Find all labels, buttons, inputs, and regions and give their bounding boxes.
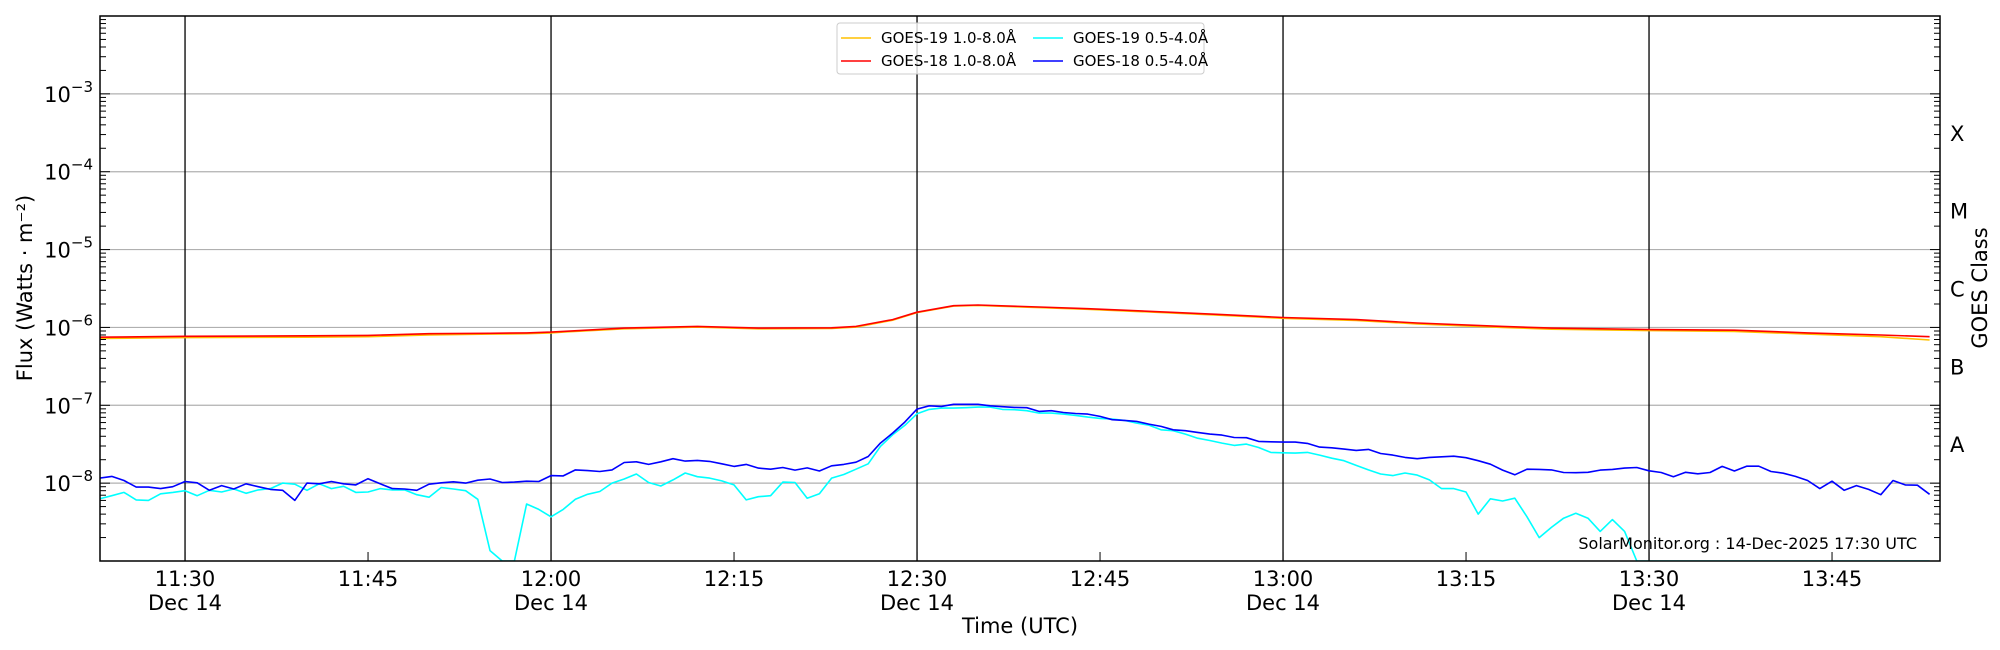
ticks-layer — [100, 19, 1940, 562]
y-tick-base: 10 — [44, 316, 71, 340]
goes-class-label: M — [1950, 200, 1968, 224]
y-tick-exponent: −8 — [71, 467, 93, 485]
x-tick-label: 13:30 — [1619, 567, 1680, 591]
x-tick-date-label: Dec 14 — [880, 591, 954, 615]
x-tick-date-label: Dec 14 — [1246, 591, 1320, 615]
y-tick-label: 10−6 — [44, 311, 93, 340]
x-tick-label: 13:45 — [1802, 567, 1863, 591]
goes-class-label: X — [1950, 122, 1964, 146]
goes-class-label: A — [1950, 433, 1965, 457]
x-tick-label: 13:00 — [1253, 567, 1314, 591]
goes-class-label: C — [1950, 278, 1965, 302]
y-axis-label: Flux (Watts · m⁻²) — [13, 195, 37, 381]
y-tick-base: 10 — [44, 83, 71, 107]
watermark-annotation: SolarMonitor.org : 14-Dec-2025 17:30 UTC — [1578, 534, 1917, 553]
series-line-goes-18-1-0-8-0- — [100, 304, 1930, 338]
x-tick-date-label: Dec 14 — [148, 591, 222, 615]
legend-label: GOES-19 0.5-4.0Å — [1073, 28, 1209, 47]
plot-frame — [99, 15, 1941, 562]
y-tick-exponent: −5 — [71, 234, 93, 252]
y-tick-base: 10 — [44, 239, 71, 263]
series-line-goes-18-0-5-4-0- — [100, 403, 1931, 502]
goes-class-label: B — [1950, 355, 1964, 379]
grid-layer — [100, 93, 1940, 484]
legend: GOES-19 1.0-8.0Å GOES-18 1.0-8.0Å GOES-19 … — [836, 22, 1209, 75]
y-tick-base: 10 — [44, 472, 71, 496]
x-tick-label: 12:15 — [704, 567, 765, 591]
x-tick-label: 13:15 — [1436, 567, 1497, 591]
legend-label: GOES-18 0.5-4.0Å — [1073, 51, 1209, 70]
legend-label: GOES-18 1.0-8.0Å — [881, 51, 1017, 70]
y-tick-label: 10−4 — [44, 156, 93, 185]
y-tick-label: 10−3 — [44, 78, 93, 107]
legend-label: GOES-19 1.0-8.0Å — [881, 28, 1017, 47]
y-tick-label: 10−8 — [44, 467, 93, 496]
x-tick-label: 12:45 — [1070, 567, 1131, 591]
x-tick-label: 11:45 — [338, 567, 399, 591]
series-layer — [100, 304, 1931, 561]
x-tick-label: 11:30 — [155, 567, 216, 591]
y-tick-label: 10−7 — [44, 389, 93, 418]
y-tick-exponent: −7 — [71, 389, 93, 407]
y-tick-exponent: −3 — [71, 78, 93, 96]
y-tick-exponent: −6 — [71, 311, 93, 329]
y-tick-base: 10 — [44, 161, 71, 185]
x-tick-date-label: Dec 14 — [514, 591, 588, 615]
x-tick-label: 12:30 — [887, 567, 948, 591]
x-tick-label: 12:00 — [521, 567, 582, 591]
legend-box — [836, 22, 1205, 75]
y-tick-exponent: −4 — [71, 156, 93, 174]
series-line-goes-19-0-5-4-0- — [100, 406, 1930, 561]
y-tick-label: 10−5 — [44, 234, 93, 263]
right-axis-label: GOES Class — [1968, 227, 1992, 348]
x-tick-date-label: Dec 14 — [1612, 591, 1686, 615]
x-axis-label: Time (UTC) — [961, 614, 1078, 638]
y-tick-base: 10 — [44, 394, 71, 418]
